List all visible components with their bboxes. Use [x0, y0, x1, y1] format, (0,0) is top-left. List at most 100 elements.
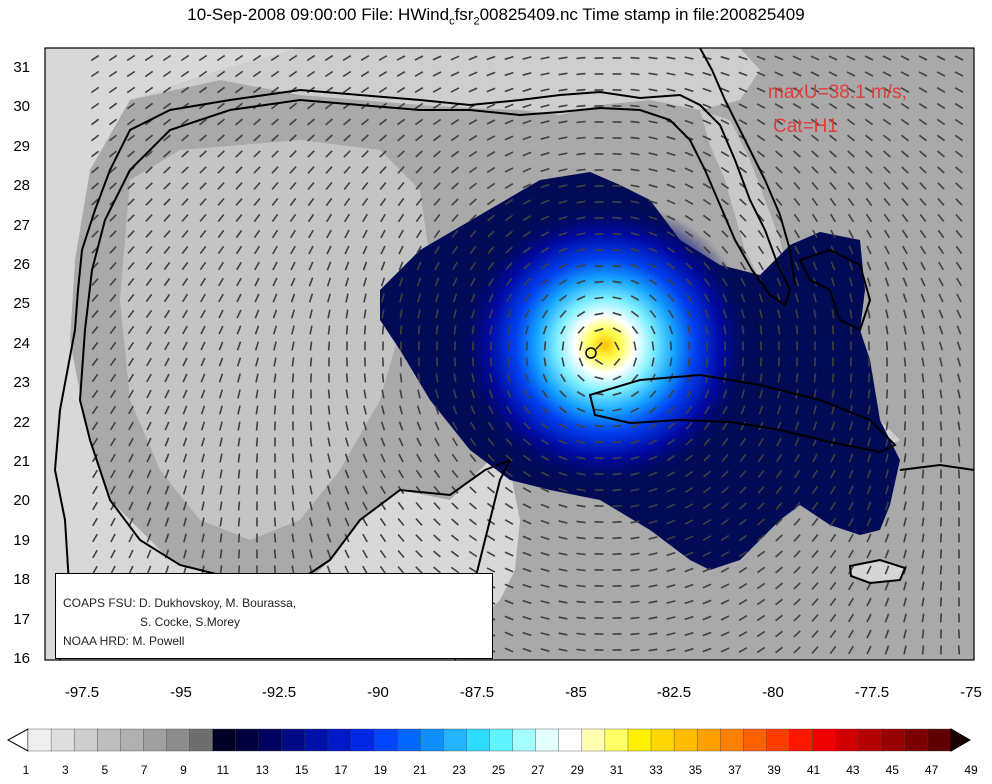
wind-arrow — [756, 134, 766, 142]
wind-arrow — [720, 567, 730, 573]
wind-arrow — [903, 581, 907, 591]
wind-arrow — [109, 405, 117, 415]
wind-arrow — [291, 373, 295, 383]
wind-arrow — [757, 214, 765, 222]
wind-arrow — [235, 166, 243, 174]
wind-arrow — [396, 55, 406, 61]
wind-arrow — [794, 245, 800, 255]
wind-arrow — [128, 533, 134, 543]
y-tick-label: 28 — [13, 177, 30, 194]
wind-arrow — [180, 86, 190, 94]
wind-arrow — [468, 166, 478, 174]
wind-arrow — [145, 262, 153, 270]
wind-arrow — [217, 214, 225, 222]
wind-arrow — [936, 55, 946, 61]
wind-arrow — [902, 277, 908, 287]
wind-arrow — [812, 453, 818, 463]
wind-arrow — [378, 55, 388, 61]
wind-arrow — [397, 213, 405, 223]
wind-arrow — [848, 437, 854, 447]
wind-arrow — [648, 120, 658, 124]
wind-arrow — [540, 72, 550, 76]
wind-arrow — [217, 166, 225, 174]
wind-arrow — [381, 373, 385, 383]
wind-arrow — [831, 389, 835, 399]
wind-arrow — [146, 373, 152, 383]
wind-arrow — [954, 102, 964, 110]
wind-arrow — [198, 118, 208, 126]
hispaniola-coast — [899, 463, 974, 471]
wind-arrow — [883, 182, 891, 190]
wind-arrow — [486, 198, 496, 206]
wind-arrow — [882, 102, 892, 110]
wind-arrow — [363, 325, 367, 335]
wind-arrow — [182, 389, 188, 399]
wind-arrow — [309, 533, 313, 543]
wind-arrow — [218, 325, 224, 335]
wind-arrow — [469, 230, 477, 238]
wind-arrow — [543, 341, 547, 351]
wind-arrow — [91, 373, 99, 383]
wind-arrow — [237, 469, 241, 479]
wind-arrow — [325, 197, 333, 207]
wind-arrow — [273, 373, 277, 383]
wind-arrow — [811, 197, 819, 207]
wind-arrow — [666, 104, 676, 108]
colorbar-label: 13 — [255, 763, 269, 777]
wind-arrow — [684, 151, 694, 157]
wind-arrow — [903, 421, 907, 431]
wind-arrow — [489, 325, 493, 335]
wind-arrow — [397, 518, 405, 526]
wind-arrow — [182, 357, 188, 367]
wind-arrow — [200, 437, 206, 447]
wind-arrow — [128, 501, 134, 511]
wind-arrow — [884, 533, 890, 543]
wind-arrow — [470, 293, 476, 303]
wind-arrow — [235, 214, 243, 222]
wind-arrow — [867, 389, 871, 399]
colorbar-segment — [235, 728, 260, 752]
wind-arrow — [739, 214, 747, 222]
wind-arrow — [201, 501, 205, 511]
wind-arrow — [108, 118, 118, 126]
wind-arrow — [399, 309, 403, 319]
wind-arrow — [741, 373, 745, 383]
wind-arrow — [721, 230, 729, 238]
wind-arrow — [795, 373, 799, 383]
wind-arrow — [361, 118, 369, 126]
wind-arrow — [110, 421, 116, 431]
wind-arrow — [558, 568, 568, 572]
wind-arrow — [235, 182, 243, 190]
wind-arrow — [648, 471, 658, 477]
wind-arrow — [813, 405, 817, 415]
wind-arrow — [397, 501, 405, 511]
wind-arrow — [309, 485, 313, 495]
wind-arrow — [273, 517, 277, 527]
wind-arrow — [558, 600, 568, 604]
wind-arrow — [237, 533, 241, 543]
wind-arrow — [630, 72, 640, 76]
wind-arrow — [666, 262, 676, 270]
wind-arrow — [739, 261, 747, 271]
wind-arrow — [777, 325, 781, 335]
wind-arrow — [630, 600, 640, 604]
wind-arrow — [469, 261, 477, 271]
wind-arrow — [921, 501, 925, 511]
wind-arrow — [630, 56, 640, 60]
wind-arrow — [648, 278, 658, 286]
wind-arrow — [504, 551, 514, 557]
wind-arrow — [432, 118, 442, 126]
wind-arrow — [379, 150, 387, 158]
wind-arrow — [775, 614, 783, 622]
wind-arrow — [524, 389, 530, 399]
wind-arrow — [630, 456, 640, 460]
wind-arrow — [684, 551, 694, 557]
wind-arrow — [703, 262, 711, 270]
wind-arrow — [543, 357, 547, 367]
wind-arrow — [756, 630, 766, 638]
wind-arrow — [345, 325, 349, 335]
wind-arrow — [756, 566, 766, 574]
wind-arrow — [685, 262, 693, 270]
wind-arrow — [793, 550, 801, 558]
wind-arrow — [415, 469, 423, 479]
